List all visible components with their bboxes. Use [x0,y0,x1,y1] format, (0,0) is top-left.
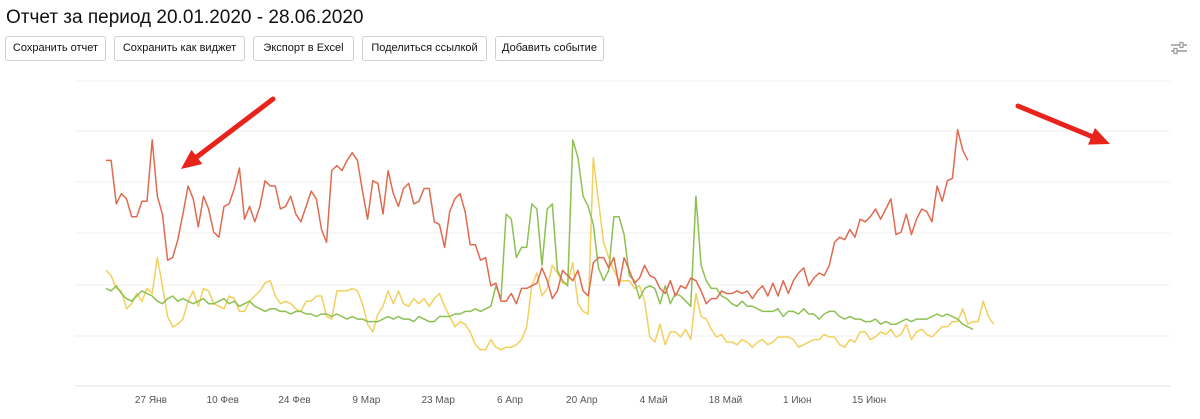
series-line [106,128,969,305]
x-tick-label: 18 Май [709,395,743,406]
x-tick-label: 20 Апр [566,395,598,406]
grid-lines [75,80,1170,387]
annotation-layer [181,96,1110,169]
x-tick-label: 23 Мар [421,395,455,406]
share-link-button[interactable]: Поделиться ссылкой [362,36,487,61]
x-tick-label: 4 Май [640,395,668,406]
series-line [105,139,974,330]
x-tick-label: 9 Мар [352,395,380,406]
x-tick-label: 6 Апр [497,395,523,406]
red-arrow-annotation [1015,103,1110,145]
line-chart: 27 Янв 10 Фев 24 Фев 9 Мар 23 Мар 6 Апр 20 Апр… [75,80,1170,406]
x-tick-label: 15 Июн [852,395,886,406]
series-line [105,157,995,351]
x-tick-label: 27 Янв [135,395,167,406]
save-report-button[interactable]: Сохранить отчет [5,36,106,61]
x-tick-label: 24 Фев [278,395,310,406]
x-tick-label: 1 Июн [783,395,812,406]
page-title: Отчет за период 20.01.2020 - 28.06.2020 [6,7,364,28]
save-widget-button[interactable]: Сохранить как виджет [114,36,245,61]
add-event-button[interactable]: Добавить событие [495,36,604,61]
red-arrow-annotation [181,96,276,169]
series-layer [105,128,995,351]
export-excel-button[interactable]: Экспорт в Excel [253,36,354,61]
x-axis-ticks: 27 Янв 10 Фев 24 Фев 9 Мар 23 Мар 6 Апр 20 Апр… [135,395,886,406]
x-tick-label: 10 Фев [207,395,239,406]
sliders-icon[interactable] [1170,40,1188,56]
